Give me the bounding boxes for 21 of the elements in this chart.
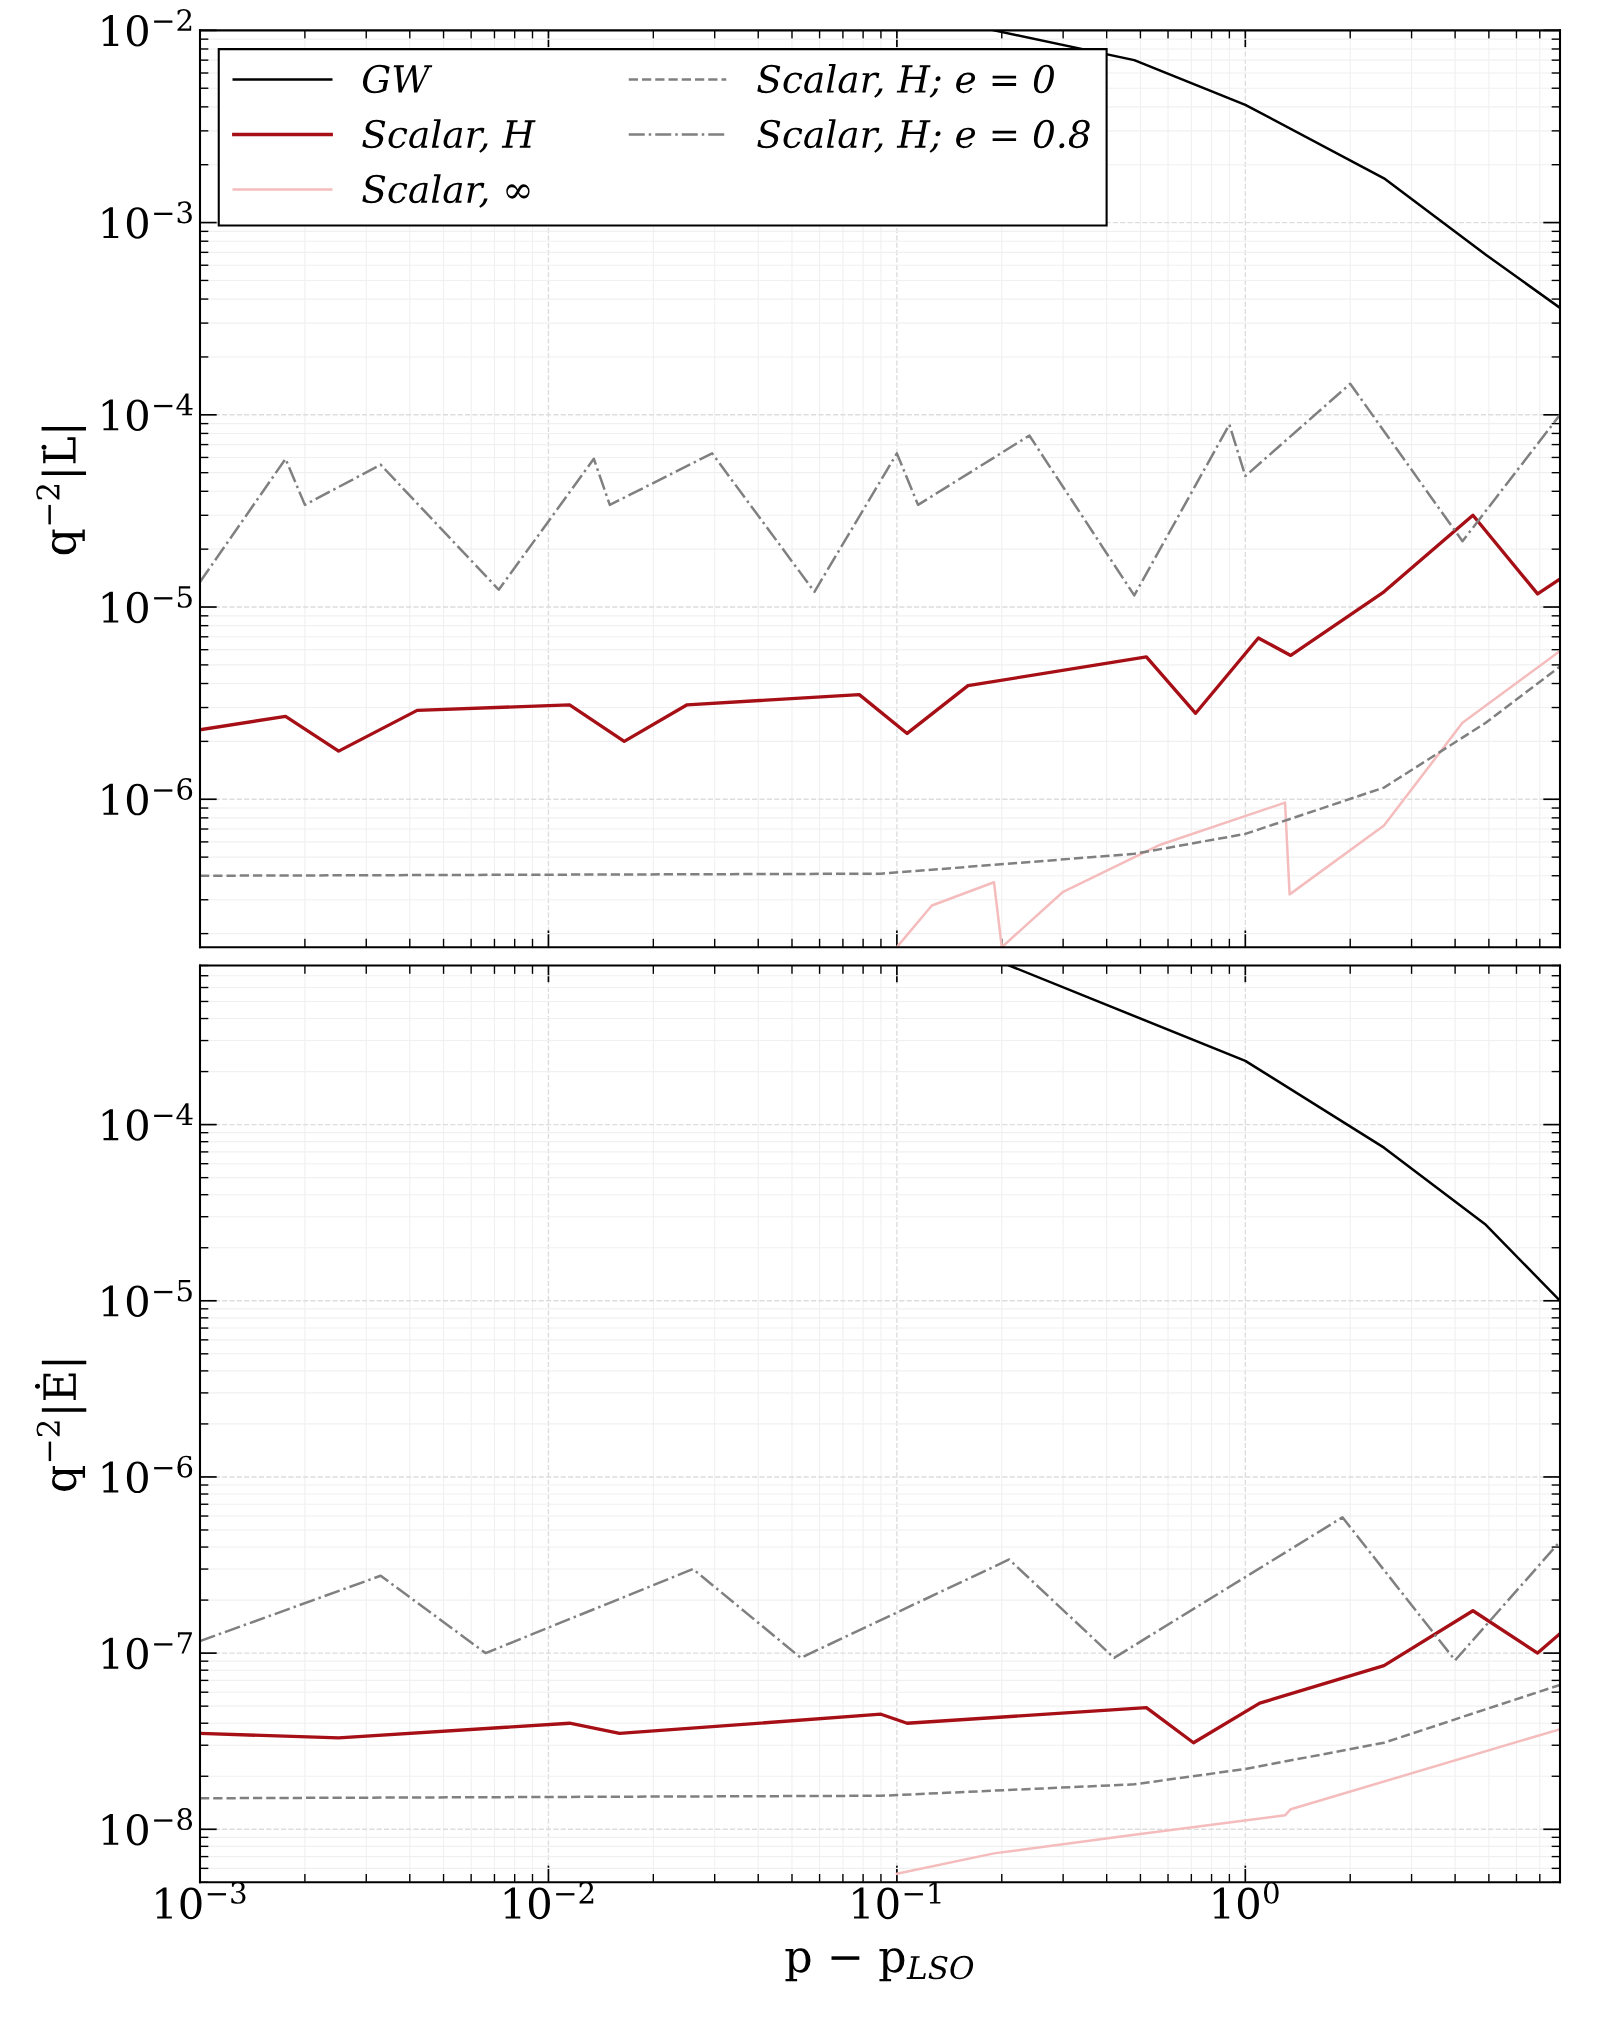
legend-label: Scalar, ∞ xyxy=(362,174,530,208)
y-axis-title: q$^{−2}$|Ė| xyxy=(34,1360,87,1492)
x-tick-label: 10$^{−2}$ xyxy=(504,1881,594,1920)
y-tick-label: 10$^{−8}$ xyxy=(102,1808,193,1846)
x-tick-label: 10$^{−1}$ xyxy=(853,1881,941,1920)
y-axis-title: q$^{−2}$|L̇| xyxy=(36,426,87,555)
y-tick-label: 10$^{−4}$ xyxy=(102,393,193,431)
y-tick-label: 10$^{−5}$ xyxy=(102,1279,192,1317)
x-axis-title: p − p$_{LSO}$ xyxy=(785,1948,974,1982)
y-tick-label: 10$^{−5}$ xyxy=(102,586,192,624)
legend-label: Scalar, H; e = 0 xyxy=(757,64,1054,98)
legend-label: Scalar, H xyxy=(362,119,536,153)
y-tick-label: 10$^{−7}$ xyxy=(102,1632,192,1670)
legend-label: Scalar, H; e = 0.8 xyxy=(757,119,1090,153)
y-tick-label: 10$^{−6}$ xyxy=(102,777,193,816)
legend-label: GW xyxy=(362,64,433,94)
x-tick-label: 10$^{0}$ xyxy=(1213,1881,1279,1920)
y-tick-label: 10$^{−3}$ xyxy=(102,201,192,239)
y-tick-label: 10$^{−4}$ xyxy=(102,1103,193,1141)
y-tick-label: 10$^{−2}$ xyxy=(102,9,192,47)
y-tick-label: 10$^{−6}$ xyxy=(102,1455,193,1494)
